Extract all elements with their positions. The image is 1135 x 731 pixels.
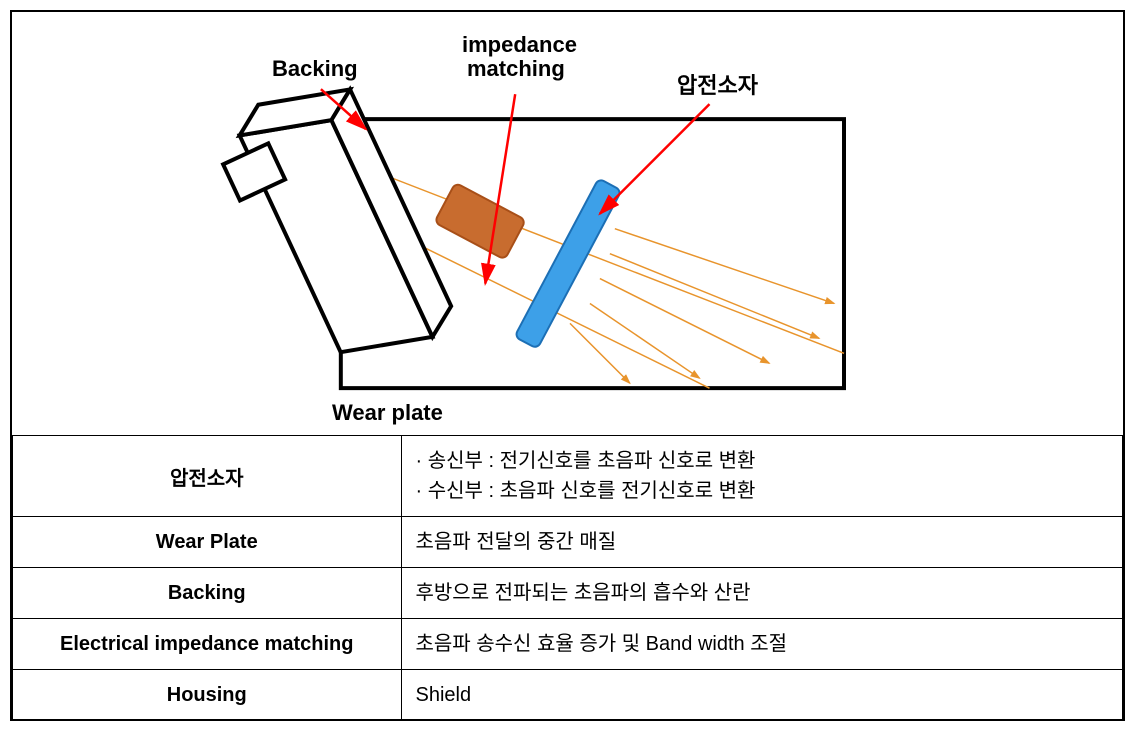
outer-frame: Backing impedance matching 압전소자 Wear pla…: [10, 10, 1125, 721]
label-backing: Backing: [272, 56, 358, 82]
table-area: 압전소자· 송신부 : 전기신호를 초음파 신호로 변환· 수신부 : 초음파 …: [12, 435, 1123, 721]
row-label: Electrical impedance matching: [13, 619, 402, 670]
label-impedance-2: matching: [467, 56, 565, 82]
label-impedance-1: impedance: [462, 32, 577, 58]
diagram-area: Backing impedance matching 압전소자 Wear pla…: [12, 12, 1123, 435]
row-label: Wear Plate: [13, 517, 402, 568]
table-row: Electrical impedance matching 초음파 송수신 효율 …: [13, 619, 1123, 670]
row-label: 압전소자: [13, 436, 402, 517]
component-table: 압전소자· 송신부 : 전기신호를 초음파 신호로 변환· 수신부 : 초음파 …: [12, 435, 1123, 721]
row-label: Backing: [13, 568, 402, 619]
row-description: 초음파 송수신 효율 증가 및 Band width 조절: [401, 619, 1123, 670]
diagram-svg: [12, 12, 1123, 435]
description-line: 후방으로 전파되는 초음파의 흡수와 산란: [416, 578, 1109, 608]
row-label: Housing: [13, 670, 402, 721]
row-description: 후방으로 전파되는 초음파의 흡수와 산란: [401, 568, 1123, 619]
table-row: 압전소자· 송신부 : 전기신호를 초음파 신호로 변환· 수신부 : 초음파 …: [13, 436, 1123, 517]
label-piezo: 압전소자: [677, 68, 758, 100]
description-line: 초음파 전달의 중간 매질: [416, 527, 1109, 557]
description-line: 초음파 송수신 효율 증가 및 Band width 조절: [416, 629, 1109, 659]
description-line: Shield: [416, 680, 1109, 710]
description-line: · 수신부 : 초음파 신호를 전기신호로 변환: [416, 476, 1109, 506]
table-row: Backing 후방으로 전파되는 초음파의 흡수와 산란: [13, 568, 1123, 619]
description-line: · 송신부 : 전기신호를 초음파 신호로 변환: [416, 446, 1109, 476]
row-description: · 송신부 : 전기신호를 초음파 신호로 변환· 수신부 : 초음파 신호를 …: [401, 436, 1123, 517]
row-description: 초음파 전달의 중간 매질: [401, 517, 1123, 568]
label-wear-plate: Wear plate: [332, 400, 443, 426]
row-description: Shield: [401, 670, 1123, 721]
table-row: Wear Plate 초음파 전달의 중간 매질: [13, 517, 1123, 568]
table-row: Housing Shield: [13, 670, 1123, 721]
